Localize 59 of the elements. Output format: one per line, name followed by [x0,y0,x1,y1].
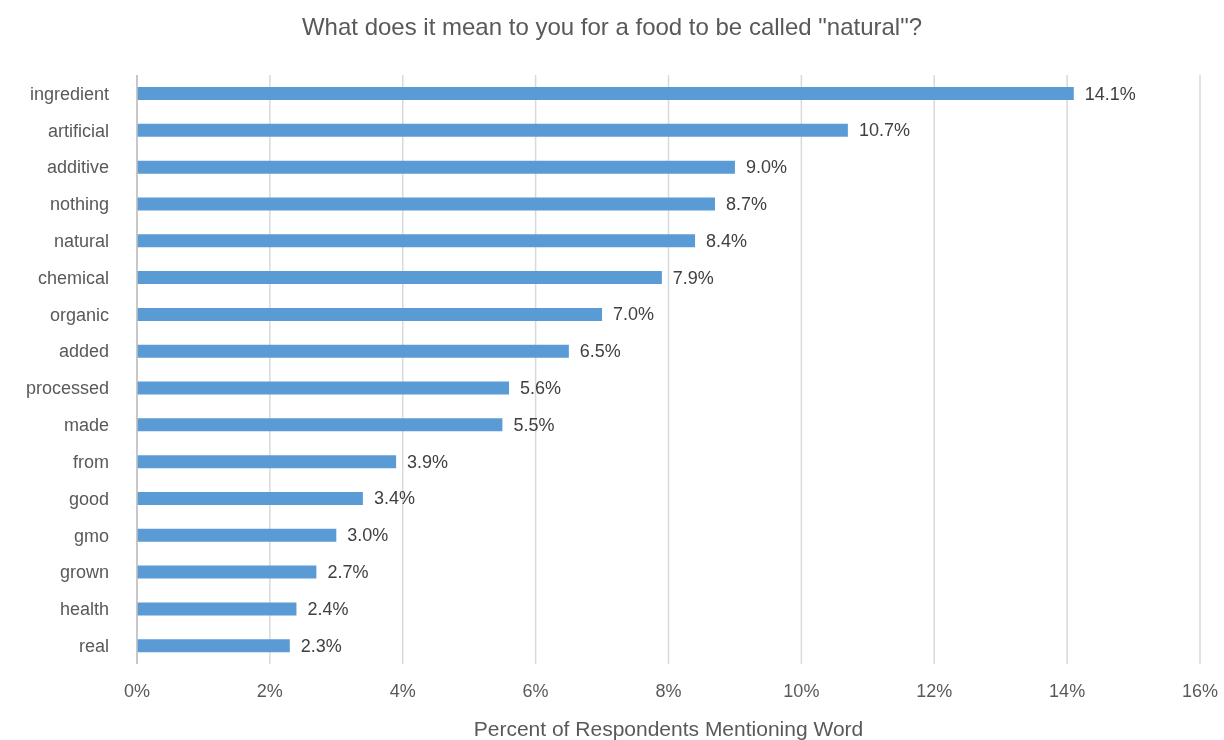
bar [137,87,1074,100]
data-label: 2.4% [307,598,349,619]
bar [137,271,662,285]
x-axis-title: Percent of Respondents Mentioning Word [473,717,864,740]
x-tick-label: 2% [256,680,283,701]
y-tick-label: processed [25,378,109,399]
x-tick-label: 0% [123,680,151,701]
data-label: 3.0% [347,525,389,546]
bar [137,197,716,211]
y-tick-label: added [58,341,109,362]
bar [137,160,735,174]
x-tick-label: 14% [1049,680,1086,701]
data-label: 9.0% [745,157,787,178]
y-tick-label: additive [46,157,109,178]
bar [137,602,297,616]
x-tick-label: 10% [783,680,820,701]
data-label: 5.5% [513,414,555,435]
y-tick-label: artificial [47,120,109,141]
bar [137,418,503,432]
data-label: 7.0% [613,304,655,325]
x-tick-label: 6% [522,680,549,701]
chart-title: What does it mean to you for a food to be called "natural"? [300,12,924,42]
y-tick-label: nothing [49,194,109,215]
x-tick-label: 16% [1181,680,1219,701]
bar [137,381,510,395]
bar [137,455,397,469]
y-tick-label: health [59,599,109,620]
data-label: 8.7% [726,193,768,214]
y-tick-label: chemical [37,267,109,288]
bar [137,344,569,358]
data-label: 5.6% [520,378,562,398]
data-label: 2.7% [327,562,369,583]
y-tick-label: from [73,451,109,472]
y-tick-label: real [78,635,109,656]
x-tick-label: 12% [916,680,953,701]
y-tick-label: gmo [73,525,109,546]
data-label: 10.7% [858,120,910,141]
bar [137,491,363,505]
bar [137,234,696,248]
bar [137,639,290,653]
bar [137,307,603,321]
data-label: 8.4% [706,230,748,251]
data-label: 14.1% [1084,83,1136,104]
data-label: 7.9% [672,267,714,288]
y-tick-label: grown [59,562,109,583]
y-tick-label: made [63,415,109,436]
bar [137,565,317,579]
data-label: 6.5% [579,341,621,362]
x-tick-label: 8% [655,680,682,701]
bar [137,123,848,137]
y-tick-label: ingredient [29,83,109,104]
data-label: 3.4% [373,488,415,509]
y-tick-label: good [68,488,109,509]
x-tick-label: 4% [389,680,416,701]
data-label: 2.3% [300,635,342,656]
bar [137,528,337,542]
y-tick-label: natural [53,231,109,252]
data-label: 3.9% [407,451,449,472]
y-tick-label: organic [49,304,109,325]
